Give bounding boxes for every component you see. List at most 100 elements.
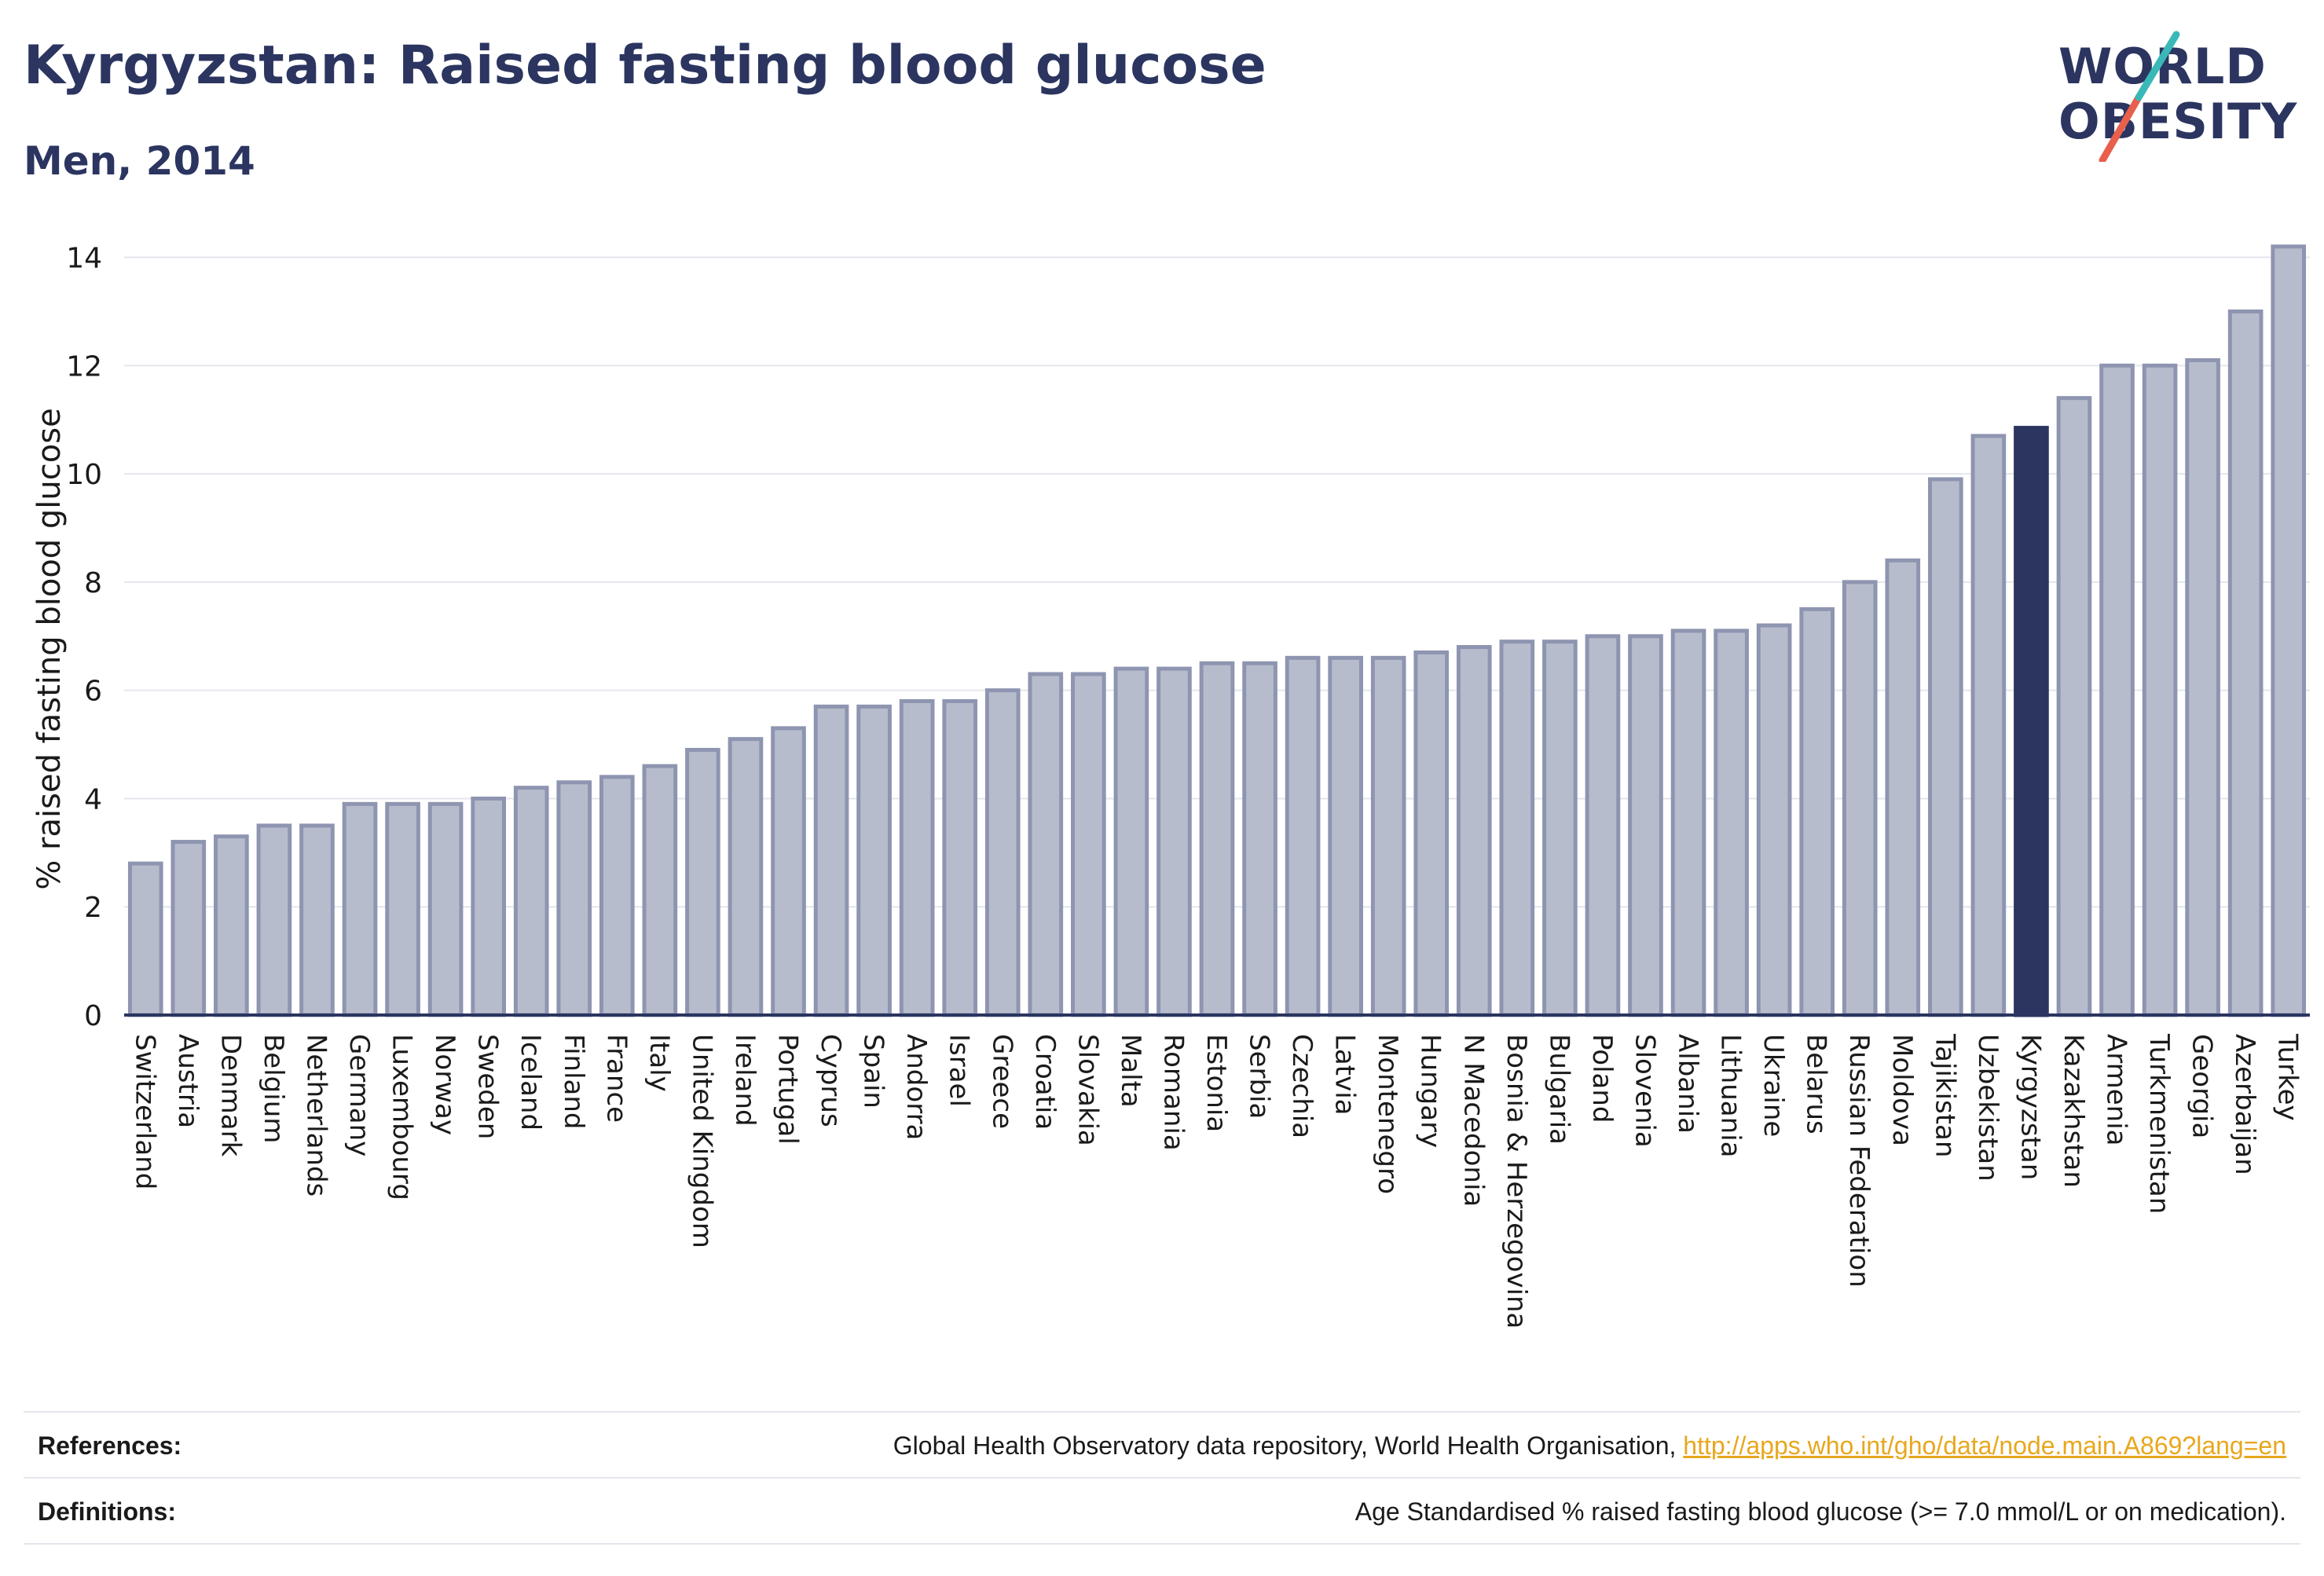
bar [427,801,464,1017]
bar [256,823,292,1017]
x-tick-label: Romania [1157,1034,1189,1151]
bar [1499,640,1535,1017]
y-tick-label: 14 [66,243,102,275]
x-tick-label: Slovakia [1072,1034,1103,1146]
y-tick-label: 2 [84,892,102,924]
y-axis-label: % raised fasting blood glucose [31,408,68,889]
x-tick-label: Denmark [214,1034,246,1157]
definitions-label: Definitions: [38,1497,176,1526]
x-tick-label: Switzerland [129,1034,160,1189]
x-tick-label: Germany [343,1034,375,1156]
bar [771,726,806,1017]
x-tick-label: Lithuania [1715,1034,1747,1157]
bar [127,861,163,1017]
x-tick-label: Moldova [1886,1034,1918,1146]
bar [1285,655,1321,1017]
chart-title: Kyrgyzstan: Raised fasting blood glucose [24,35,1266,97]
bar [1370,655,1406,1017]
x-tick-label: N Macedonia [1457,1034,1489,1207]
bar [599,775,635,1017]
x-axis-tick-labels: Switzerland Austria Denmark Belgium Netherla… [129,1033,2303,1329]
bar [1585,634,1621,1017]
references-text: Global Health Observatory data repositor… [893,1431,1684,1460]
x-tick-label: Belgium [258,1034,289,1143]
y-axis-ticks: 0 2 4 6 8 10 12 14 [66,243,102,1032]
x-tick-label: Belarus [1801,1034,1832,1134]
bar [1842,580,1878,1017]
y-tick-label: 8 [84,567,102,599]
bar [513,786,549,1017]
bar [471,796,506,1017]
x-tick-label: Andorra [900,1034,932,1140]
bar [899,698,935,1017]
bar [1199,661,1235,1017]
x-tick-label: Bosnia & Herzegovina [1501,1034,1532,1329]
x-tick-label: Kazakhstan [2058,1034,2089,1188]
bar [1799,607,1835,1017]
x-tick-label: Iceland [515,1034,546,1131]
references-row: References: Global Health Observatory da… [24,1411,2300,1479]
x-tick-label: Poland [1586,1034,1618,1123]
bar [1756,623,1792,1017]
bar [984,688,1021,1017]
bar [556,780,592,1017]
bar [1928,477,1963,1017]
x-tick-label: Albania [1672,1034,1703,1134]
references-link[interactable]: http://apps.who.int/gho/data/node.main.A… [1683,1431,2286,1460]
bar [1628,634,1663,1017]
x-tick-label: Croatia [1029,1034,1061,1130]
x-tick-label: Uzbekistan [1972,1034,2003,1182]
bar [1113,666,1149,1017]
x-tick-label: Tajikistan [1929,1033,1960,1157]
x-tick-label: Russian Federation [1843,1034,1875,1288]
bar [2099,363,2135,1017]
bar [1028,672,1064,1017]
bar [1071,672,1106,1017]
bar [170,840,207,1017]
x-tick-label: Spain [858,1034,889,1109]
bar [2185,357,2220,1017]
logo-line-2: OBESITY [2058,93,2298,150]
y-tick-label: 6 [84,676,102,708]
x-tick-label: Turkmenistan [2143,1033,2175,1214]
bar [1670,629,1706,1017]
bar [813,704,849,1017]
bar [685,747,720,1017]
bar-chart: 0 2 4 6 8 10 12 14 Switzerland Austria Denmark Bel… [31,243,2310,1329]
bar [728,737,764,1017]
bar [342,801,378,1017]
y-tick-label: 10 [66,459,102,491]
bar-highlight [2014,426,2049,1017]
x-tick-label: Netherlands [300,1034,332,1197]
x-tick-label: France [600,1034,632,1123]
references-value: Global Health Observatory data repositor… [893,1431,2286,1461]
x-tick-label: Serbia [1244,1034,1275,1119]
logo-line-1: WORLD [2058,38,2267,95]
x-tick-label: Kyrgyzstan [2014,1034,2046,1180]
x-tick-label: United Kingdom [686,1034,717,1248]
x-tick-label: Cyprus [815,1034,846,1127]
x-tick-label: Malta [1115,1034,1146,1108]
references-label: References: [38,1431,182,1460]
bar [2056,396,2092,1017]
world-obesity-logo: WORLD OBESITY [2054,22,2313,163]
bar [1885,558,1921,1017]
x-tick-label: Ireland [729,1034,761,1127]
x-tick-label: Portugal [772,1034,804,1145]
y-tick-label: 4 [84,783,102,815]
x-tick-label: Norway [429,1034,460,1135]
bar [1456,645,1492,1017]
x-tick-label: Hungary [1415,1034,1446,1148]
x-tick-label: Slovenia [1629,1034,1660,1148]
x-tick-label: Bulgaria [1543,1034,1574,1145]
definitions-row: Definitions: Age Standardised % raised f… [24,1477,2300,1545]
x-tick-label: Latvia [1329,1034,1361,1116]
x-tick-label: Austria [172,1034,203,1128]
bar [942,698,978,1017]
x-tick-label: Turkey [2272,1033,2304,1121]
x-tick-label: Italy [643,1034,675,1092]
bar [1242,661,1277,1017]
chart-subtitle: Men, 2014 [24,138,255,184]
bar [385,801,420,1017]
footer-divider [24,1543,2300,1545]
